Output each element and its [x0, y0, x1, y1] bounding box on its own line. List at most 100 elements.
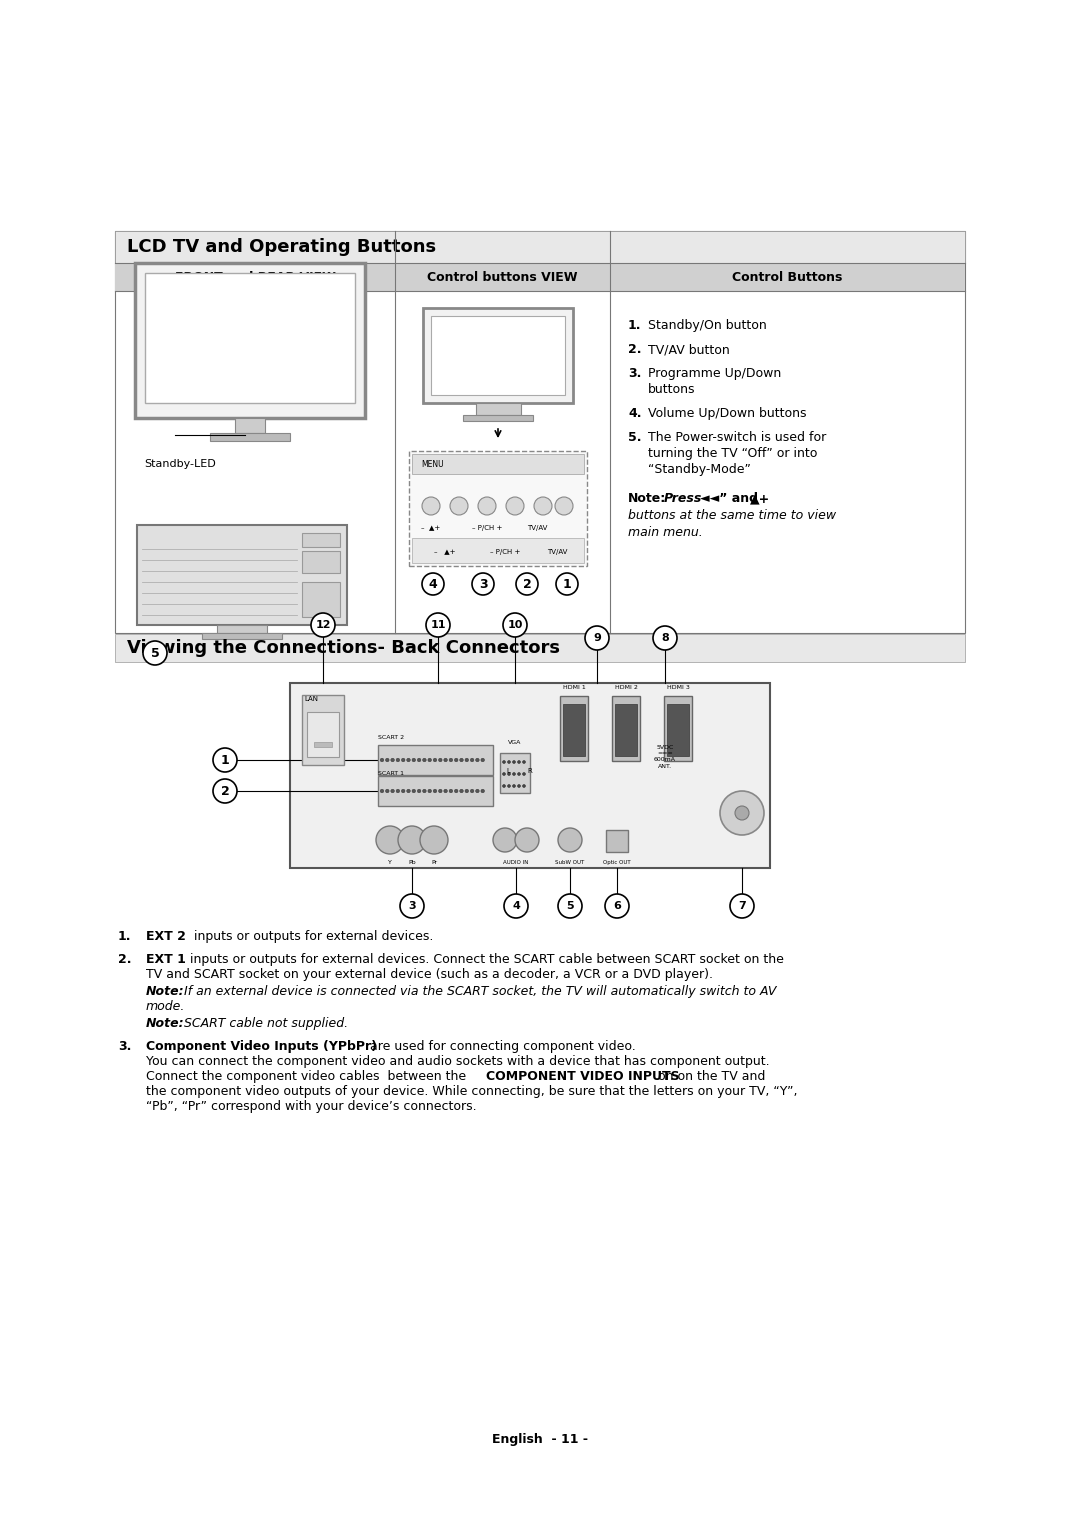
Text: 1: 1 — [220, 753, 229, 767]
Text: 1.: 1. — [627, 319, 642, 332]
Text: –   ▲+: – ▲+ — [434, 549, 456, 555]
Text: R: R — [528, 769, 532, 775]
Circle shape — [396, 758, 400, 762]
Text: English  - 11 -: English - 11 - — [492, 1433, 588, 1445]
Text: buttons at the same time to view: buttons at the same time to view — [627, 509, 836, 523]
Circle shape — [407, 758, 410, 762]
Circle shape — [720, 792, 764, 834]
Text: 12: 12 — [315, 620, 330, 630]
Bar — [307, 712, 339, 756]
Text: on on the TV and: on on the TV and — [654, 1070, 766, 1083]
Bar — [114, 634, 966, 662]
Bar — [302, 582, 340, 617]
Text: HDMI 3: HDMI 3 — [666, 685, 689, 691]
Circle shape — [502, 784, 505, 787]
Circle shape — [407, 788, 410, 793]
Circle shape — [472, 573, 494, 594]
Circle shape — [508, 773, 511, 776]
Circle shape — [399, 827, 426, 854]
Circle shape — [396, 788, 400, 793]
Circle shape — [450, 497, 468, 515]
Bar — [145, 274, 355, 403]
Text: 2.: 2. — [627, 342, 642, 356]
Bar — [615, 704, 637, 756]
Bar — [302, 695, 345, 766]
Bar — [135, 263, 365, 419]
Text: SCART 1: SCART 1 — [378, 772, 404, 776]
Text: Standby/On button: Standby/On button — [648, 319, 767, 332]
Text: SCART 2: SCART 2 — [378, 735, 404, 740]
Text: Note:: Note: — [146, 986, 185, 998]
Circle shape — [504, 894, 528, 918]
Text: – P/CH +: – P/CH + — [490, 549, 521, 555]
Bar — [411, 454, 584, 474]
Bar — [114, 263, 966, 290]
Circle shape — [513, 784, 515, 787]
Text: 5: 5 — [566, 902, 573, 911]
Circle shape — [508, 761, 511, 764]
Bar — [210, 432, 291, 442]
Circle shape — [422, 758, 427, 762]
Circle shape — [481, 788, 485, 793]
Bar — [378, 776, 492, 805]
Text: If an external device is connected via the SCART socket, the TV will automatical: If an external device is connected via t… — [184, 986, 777, 998]
Circle shape — [213, 749, 237, 772]
Text: Volume Up/Down buttons: Volume Up/Down buttons — [648, 406, 807, 420]
Circle shape — [386, 788, 389, 793]
Circle shape — [422, 573, 444, 594]
Bar — [612, 695, 640, 761]
Circle shape — [380, 788, 383, 793]
Circle shape — [465, 788, 469, 793]
Text: 3.: 3. — [627, 367, 642, 380]
Text: 2: 2 — [523, 578, 531, 590]
Bar — [561, 695, 588, 761]
Circle shape — [380, 758, 383, 762]
Text: 5.: 5. — [627, 431, 642, 445]
Circle shape — [460, 758, 463, 762]
Text: 11: 11 — [430, 620, 446, 630]
Text: COMPONENT VIDEO INPUTS: COMPONENT VIDEO INPUTS — [486, 1070, 679, 1083]
Text: You can connect the component video and audio sockets with a device that has com: You can connect the component video and … — [146, 1054, 770, 1068]
Bar — [302, 533, 340, 547]
Circle shape — [585, 626, 609, 649]
Circle shape — [428, 758, 432, 762]
Text: Pr: Pr — [431, 860, 437, 865]
Circle shape — [558, 828, 582, 853]
Circle shape — [478, 497, 496, 515]
Circle shape — [391, 758, 394, 762]
Text: 4.: 4. — [627, 406, 642, 420]
Circle shape — [515, 828, 539, 853]
Circle shape — [391, 788, 394, 793]
Circle shape — [455, 758, 458, 762]
Bar — [114, 231, 966, 263]
Text: LCD TV and Operating Buttons: LCD TV and Operating Buttons — [127, 238, 436, 257]
Circle shape — [517, 773, 521, 776]
Text: 5: 5 — [150, 646, 160, 660]
Text: HDMI 1: HDMI 1 — [563, 685, 585, 691]
Circle shape — [433, 758, 436, 762]
Circle shape — [400, 894, 424, 918]
Text: VGA: VGA — [509, 740, 522, 746]
Text: Optic OUT: Optic OUT — [604, 860, 631, 865]
Circle shape — [311, 613, 335, 637]
Circle shape — [411, 758, 416, 762]
Bar — [411, 538, 584, 562]
Text: 2: 2 — [220, 784, 229, 798]
Text: 4: 4 — [512, 902, 519, 911]
Bar — [475, 403, 521, 416]
Text: mode.: mode. — [146, 999, 186, 1013]
Circle shape — [426, 613, 450, 637]
Text: Viewing the Connections- Back Connectors: Viewing the Connections- Back Connectors — [127, 639, 561, 657]
Circle shape — [523, 773, 526, 776]
Circle shape — [516, 573, 538, 594]
Text: TV/AV: TV/AV — [546, 549, 567, 555]
Bar — [314, 743, 332, 747]
Text: EXT 1: EXT 1 — [146, 953, 186, 966]
Circle shape — [523, 761, 526, 764]
Text: –  ▲+: – ▲+ — [421, 526, 441, 532]
Text: Press: Press — [664, 492, 702, 504]
Text: 1.: 1. — [118, 931, 132, 943]
Text: 4: 4 — [429, 578, 437, 590]
Circle shape — [492, 828, 517, 853]
Text: turning the TV “Off” or into: turning the TV “Off” or into — [648, 448, 818, 460]
